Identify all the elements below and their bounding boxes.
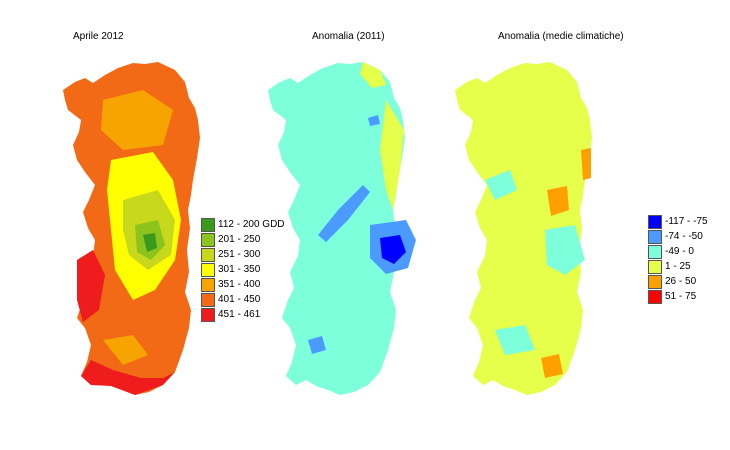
legend-label: 451 - 461 <box>218 309 261 320</box>
zone-blue-north <box>368 115 380 126</box>
zone-yellow-north <box>360 62 386 88</box>
legend-row: 112 - 200 GDD <box>201 217 285 232</box>
map-anomalia-2011 <box>268 62 416 395</box>
legend-label: 1 - 25 <box>665 261 691 272</box>
legend-label: -117 - -75 <box>665 216 708 227</box>
legend-row: 301 - 350 <box>201 262 285 277</box>
legend-label: 351 - 400 <box>218 279 261 290</box>
legend-row: -74 - -50 <box>648 229 708 244</box>
legend-row: 26 - 50 <box>648 274 708 289</box>
legend-row: -49 - 0 <box>648 244 708 259</box>
legend-swatch <box>201 277 215 292</box>
legend-label: -74 - -50 <box>665 231 703 242</box>
legend-label: 51 - 75 <box>665 291 697 302</box>
legend-swatch <box>648 274 662 289</box>
legend-swatch <box>648 229 662 244</box>
legend-swatch <box>201 262 215 277</box>
legend-label: 401 - 450 <box>218 294 261 305</box>
panel-title-anomalia-2011: Anomalia (2011) <box>312 31 385 42</box>
zone-orange-north <box>101 90 173 150</box>
map-anomalia-clima <box>455 62 592 395</box>
legend-aprile-2012: 112 - 200 GDD 201 - 250 251 - 300 301 - … <box>201 217 285 322</box>
legend-label: 26 - 50 <box>665 276 697 287</box>
legend-row: -117 - -75 <box>648 214 708 229</box>
legend-label: -49 - 0 <box>665 246 694 257</box>
legend-row: 251 - 300 <box>201 247 285 262</box>
legend-swatch <box>201 247 215 262</box>
legend-swatch <box>201 292 215 307</box>
zone-orange-center <box>547 186 569 216</box>
legend-swatch <box>648 289 662 304</box>
map-aprile-2012 <box>63 62 200 395</box>
legend-label: 251 - 300 <box>218 249 261 260</box>
legend-row: 451 - 461 <box>201 307 285 322</box>
legend-row: 201 - 250 <box>201 232 285 247</box>
panel-title-anomalia-clima: Anomalia (medie climatiche) <box>498 31 624 42</box>
legend-swatch <box>201 307 215 322</box>
legend-swatch <box>648 259 662 274</box>
zone-red-southwest <box>77 250 105 322</box>
panel-title-aprile: Aprile 2012 <box>73 31 124 42</box>
legend-row: 401 - 450 <box>201 292 285 307</box>
legend-swatch <box>648 214 662 229</box>
legend-swatch <box>201 217 215 232</box>
zone-orange-south <box>541 354 563 378</box>
legend-row: 1 - 25 <box>648 259 708 274</box>
legend-anomalia: -117 - -75 -74 - -50 -49 - 0 1 - 25 26 -… <box>648 214 708 304</box>
legend-row: 351 - 400 <box>201 277 285 292</box>
legend-row: 51 - 75 <box>648 289 708 304</box>
zone-red-south <box>81 360 175 395</box>
legend-swatch <box>648 244 662 259</box>
legend-label: 301 - 350 <box>218 264 261 275</box>
zone-darkblue-center <box>380 235 406 264</box>
zone-cyan-west <box>485 170 517 200</box>
zone-blue-south <box>308 336 326 354</box>
legend-label: 112 - 200 GDD <box>218 219 285 230</box>
zone-yellow-south <box>103 335 148 365</box>
zone-cyan-south <box>495 325 535 355</box>
zone-blue-diagonal <box>318 185 370 242</box>
legend-label: 201 - 250 <box>218 234 261 245</box>
zone-cyan-center <box>545 225 585 275</box>
zone-orange-east <box>581 148 591 180</box>
zone-yellow-east <box>380 100 404 210</box>
legend-swatch <box>201 232 215 247</box>
zone-darkgreen-core <box>143 233 157 252</box>
